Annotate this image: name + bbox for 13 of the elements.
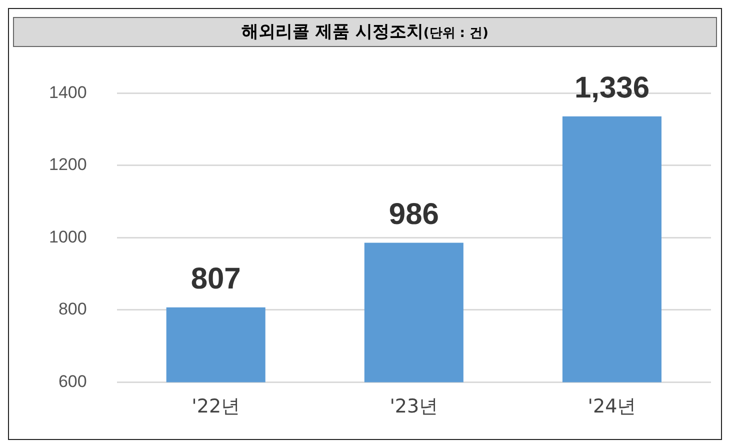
x-tick-label: '22년: [192, 396, 240, 418]
x-tick-label: '23년: [390, 396, 438, 418]
y-tick-label: 1200: [48, 155, 87, 174]
y-tick-label: 1000: [48, 227, 87, 246]
y-tick-label: 600: [58, 372, 87, 391]
data-label: 1,336: [574, 72, 650, 105]
data-label: 807: [190, 262, 241, 296]
y-tick-label: 800: [58, 300, 87, 319]
data-label: 986: [388, 198, 439, 232]
x-tick-label: '24년: [588, 396, 636, 418]
y-tick-label: 1400: [48, 82, 87, 102]
chart-title: 해외리콜 제품 시정조치: [242, 22, 424, 42]
chart-subtitle: (단위 : 건): [423, 26, 488, 41]
